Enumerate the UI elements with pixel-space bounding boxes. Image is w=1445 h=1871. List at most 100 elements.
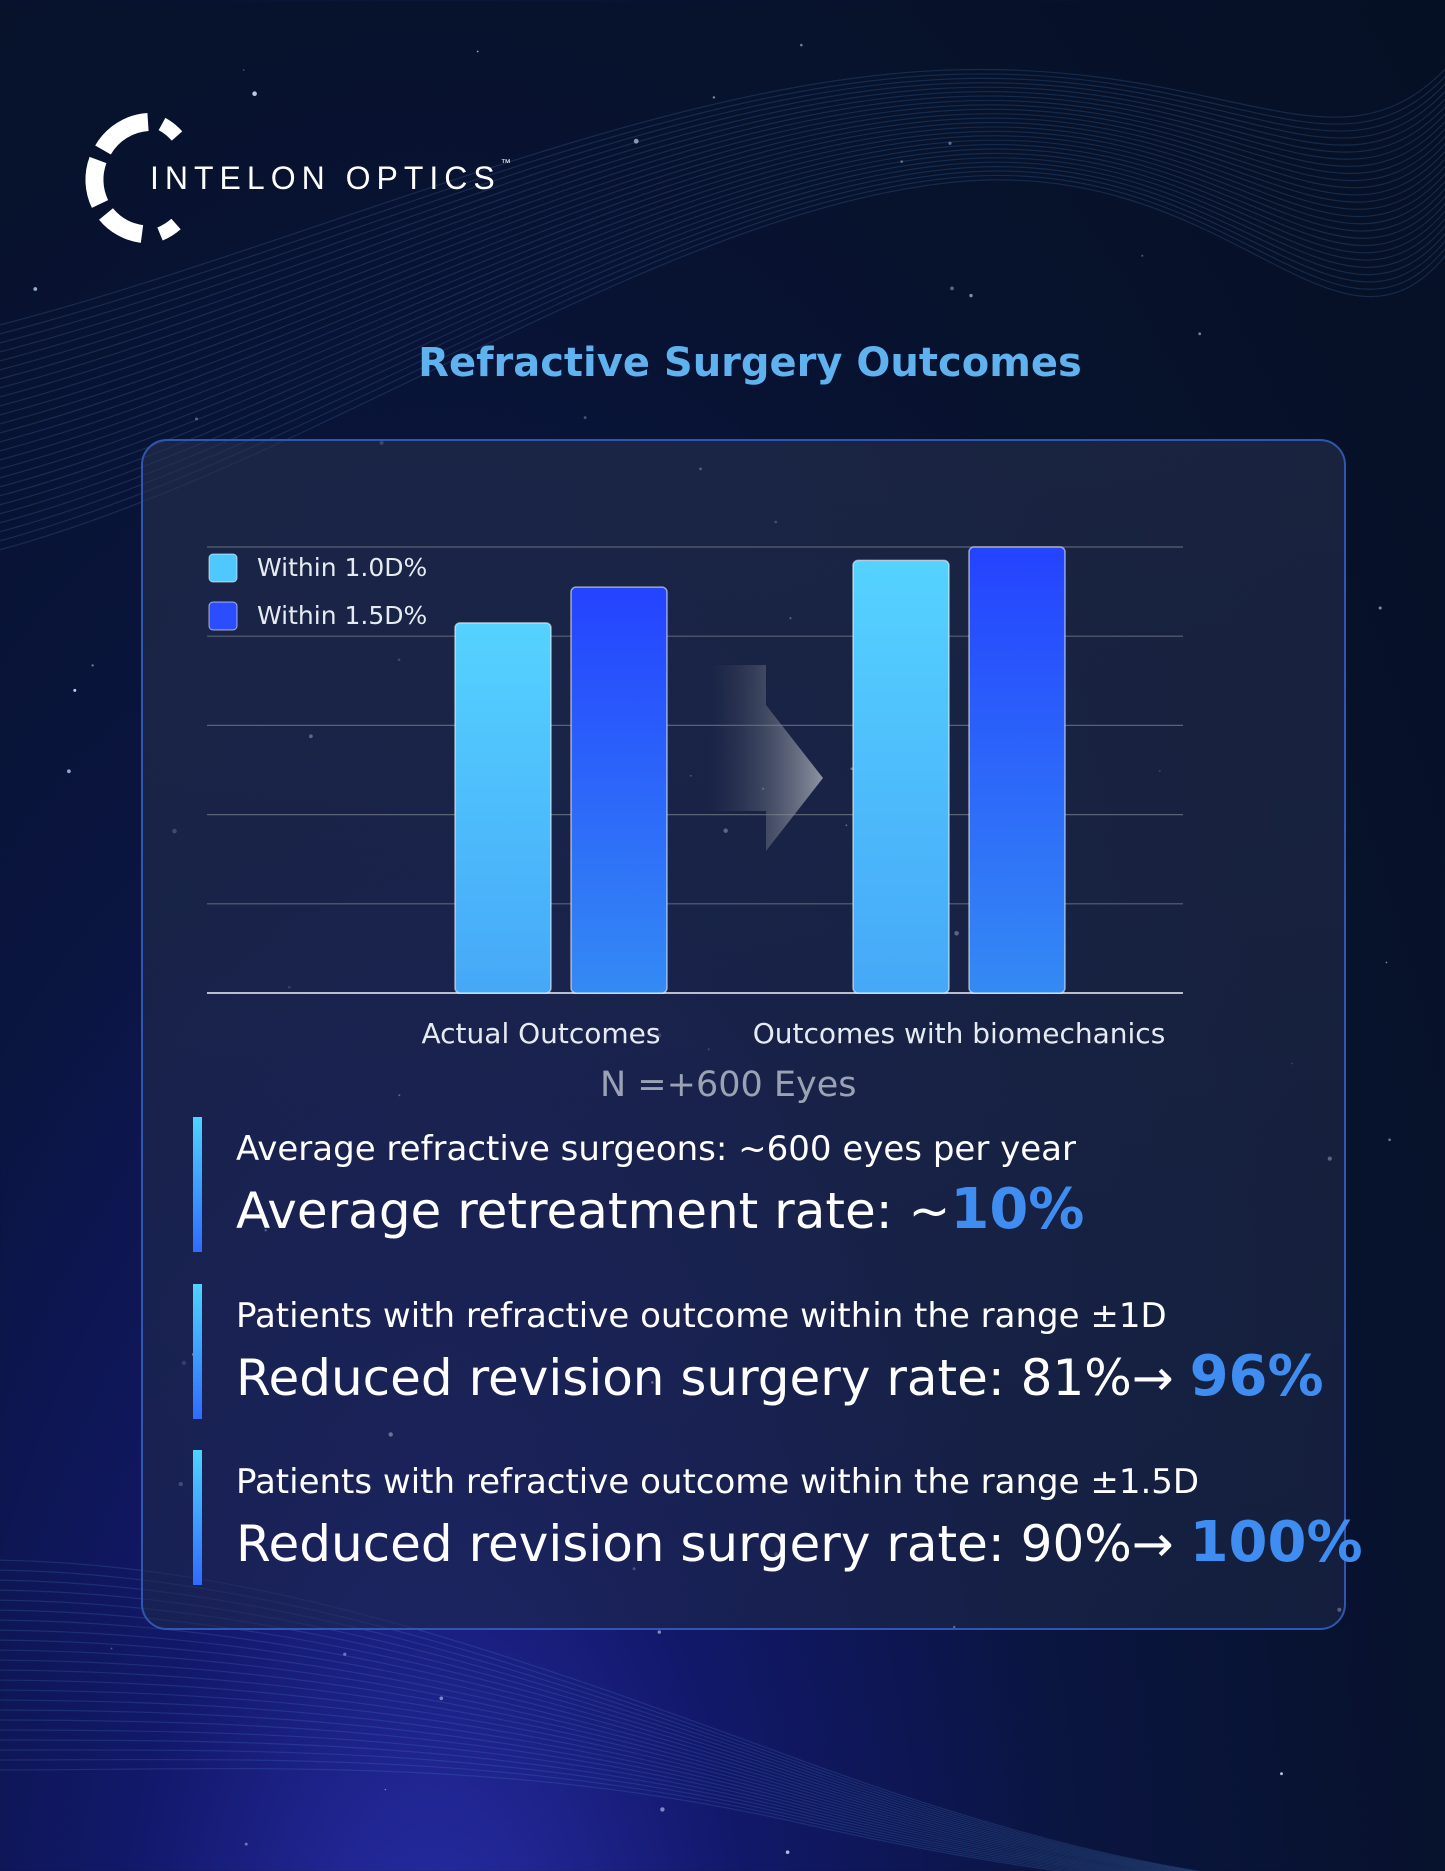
- legend-swatch: [208, 553, 238, 583]
- wave-line: [0, 174, 1445, 542]
- star-dot: [1378, 606, 1382, 610]
- wave-line: [0, 117, 1445, 425]
- wave-line: [0, 1749, 1083, 1871]
- star-dot: [195, 417, 198, 421]
- star-dot: [67, 769, 71, 774]
- star-dot: [660, 1807, 665, 1812]
- wave-line: [0, 113, 1445, 416]
- stat-caption: Patients with refractive outcome within …: [236, 1462, 1200, 1502]
- stat-caption: Patients with refractive outcome within …: [236, 1296, 1167, 1336]
- wave-line: [0, 1767, 1064, 1871]
- star-dot: [583, 416, 587, 419]
- wave-line: [0, 82, 1445, 353]
- stat-accent-bar: [193, 1284, 202, 1419]
- wave-line: [0, 104, 1445, 398]
- star-dot: [1198, 332, 1202, 336]
- stat-caption: Average refractive surgeons: ~600 eyes p…: [236, 1129, 1076, 1169]
- star-dot: [343, 1652, 347, 1656]
- star-dot: [657, 1630, 661, 1634]
- star-dot: [1388, 1138, 1391, 1142]
- wave-line: [0, 130, 1445, 452]
- stat-accent-bar: [193, 1117, 202, 1252]
- wave-line: [0, 144, 1445, 479]
- wave-line: [0, 1659, 1151, 1871]
- star-dot: [948, 141, 952, 145]
- wave-line: [0, 1719, 1109, 1871]
- outcomes-panel: [141, 439, 1346, 1630]
- stat-highlight: 96%: [1189, 1344, 1324, 1409]
- wave-line: [0, 148, 1445, 488]
- star-dot: [476, 50, 479, 53]
- brand-logo: INTELON OPTICS™: [80, 108, 530, 248]
- wave-line: [0, 135, 1445, 461]
- star-dot: [633, 138, 639, 144]
- wave-line: [0, 157, 1445, 506]
- wave-line: [0, 1629, 1168, 1871]
- stat-accent-bar: [193, 1450, 202, 1585]
- star-dot: [91, 664, 94, 667]
- legend-label: Within 1.0D%: [257, 553, 427, 582]
- star-dot: [950, 286, 954, 291]
- stat-highlight: 100%: [1189, 1510, 1363, 1575]
- x-tick-label: Actual Outcomes: [422, 1017, 661, 1050]
- transition-arrow: [709, 665, 823, 851]
- wave-line: [0, 1649, 1157, 1871]
- wave-line: [0, 161, 1445, 515]
- star-dot: [244, 1842, 248, 1846]
- stat-highlight: 10%: [950, 1177, 1085, 1242]
- wave-line: [0, 99, 1445, 389]
- wave-line: [0, 1689, 1131, 1871]
- wave-line: [0, 68, 1445, 326]
- wave-line: [0, 152, 1445, 497]
- wave-line: [0, 1609, 1179, 1871]
- stat-headline: Reduced revision surgery rate: 90%→ 100%: [236, 1510, 1363, 1575]
- legend-swatch: [208, 601, 238, 631]
- star-dot: [1141, 254, 1144, 257]
- star-dot: [900, 160, 904, 164]
- wave-line: [0, 108, 1445, 407]
- wave-line: [0, 1699, 1124, 1871]
- star-dot: [242, 69, 245, 71]
- wave-line: [0, 166, 1445, 524]
- wave-line: [0, 91, 1445, 371]
- wave-line: [0, 1589, 1188, 1871]
- stat-headline: Reduced revision surgery rate: 81%→ 96%: [236, 1344, 1324, 1409]
- star-dot: [712, 96, 716, 99]
- page-title: Refractive Surgery Outcomes: [418, 340, 1082, 386]
- sample-size-label: N =+600 Eyes: [600, 1065, 857, 1105]
- star-dot: [439, 1696, 444, 1701]
- star-dot: [1280, 1772, 1283, 1776]
- wave-line: [0, 1679, 1138, 1871]
- outcomes-bar-chart: Within 1.0D% Within 1.5D% Actual Outcomes…: [207, 546, 1183, 1050]
- star-dot: [800, 43, 803, 47]
- wave-line: [0, 73, 1445, 335]
- wave-line: [0, 1739, 1092, 1871]
- wave-line: [0, 1709, 1116, 1871]
- legend-label: Within 1.5D%: [257, 601, 427, 630]
- wave-line: [0, 1669, 1144, 1871]
- bar-within-1d-1: [852, 559, 950, 994]
- star-dot: [73, 688, 77, 692]
- star-dot: [33, 287, 38, 291]
- wave-line: [0, 1729, 1100, 1871]
- star-dot: [384, 1788, 387, 1791]
- wave-line: [0, 122, 1445, 434]
- wave-line: [0, 139, 1445, 470]
- star-dot: [785, 1850, 790, 1854]
- wave-line: [0, 1639, 1163, 1871]
- star-dot: [110, 1647, 113, 1650]
- bar-within-1-5d-1: [968, 546, 1066, 994]
- wave-line: [0, 95, 1445, 380]
- wave-line: [0, 126, 1445, 443]
- logo-ring-icon: [85, 113, 183, 243]
- wave-line: [0, 170, 1445, 533]
- wave-line: [0, 1619, 1173, 1871]
- x-tick-label: Outcomes with biomechanics: [753, 1017, 1166, 1050]
- bar-within-1-5d-0: [570, 586, 668, 994]
- wave-line: [0, 77, 1445, 344]
- stat-headline: Average retreatment rate: ~10%: [236, 1177, 1085, 1242]
- brand-name: INTELON OPTICS™: [150, 158, 511, 196]
- star-dot: [252, 91, 257, 96]
- star-dot: [1385, 961, 1388, 964]
